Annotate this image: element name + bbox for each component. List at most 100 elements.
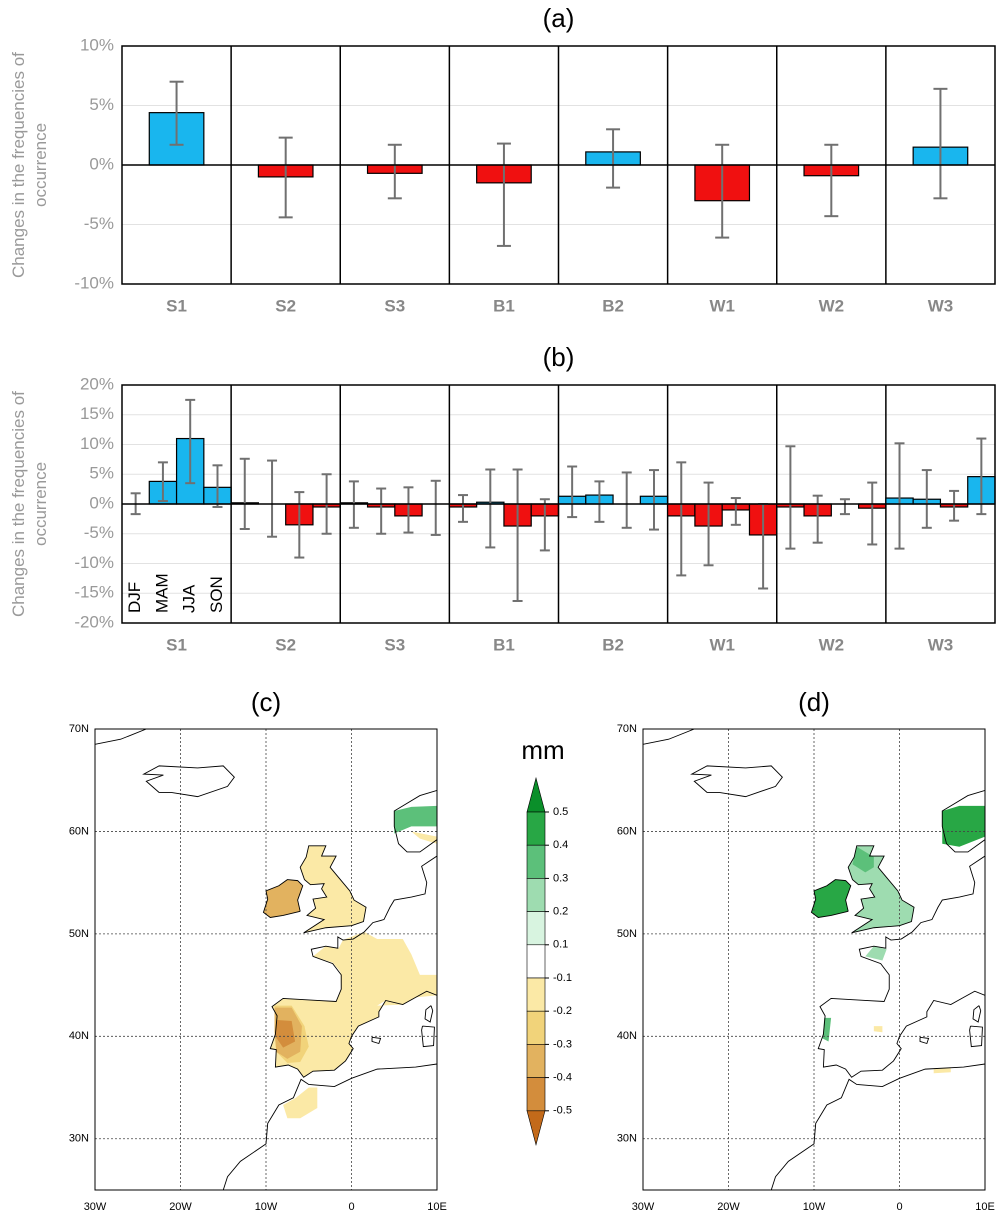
error-bar [976,437,987,516]
plot-frame [121,45,996,285]
shading [394,805,437,834]
x-tick-label: W2 [819,635,845,654]
coastline [770,1063,985,1190]
colorbar-tick-label: 0.2 [553,906,568,918]
y-tick-label: 15% [80,404,114,423]
error-bar [715,143,730,239]
x-tick-label: B2 [602,296,624,315]
y-tick-label: -10% [74,553,114,572]
season-label: SON [207,576,226,613]
coastline [262,879,304,918]
y-tick-label: 30N [69,1133,89,1145]
error-bar [839,498,850,516]
colorbar-tick-label: -0.5 [553,1105,572,1117]
error-bar [933,87,948,200]
y-tick-label: 70N [617,723,637,735]
error-bar [376,487,387,535]
coastline [919,1036,930,1045]
shading [933,1068,951,1074]
error-bar [867,481,878,546]
shading [865,946,887,961]
y-tick-label: 5% [89,464,114,483]
x-tick-label: W3 [928,296,954,315]
season-label: DJF [125,582,144,613]
error-bar [458,494,469,523]
y-tick-label: 60N [69,825,89,837]
error-bar [676,461,687,577]
x-tick-label: S3 [384,635,405,654]
x-tick-label: S2 [275,635,296,654]
error-bar [949,489,960,522]
error-bar [730,497,741,526]
coastline [972,1005,982,1023]
colorbar-tick-label: -0.3 [553,1038,572,1050]
colorbar-cell [526,911,546,946]
error-bar [567,465,578,519]
y-tick-label: 70N [69,723,89,735]
y-tick-label: 0% [89,493,114,512]
colorbar-cell [526,1110,546,1146]
y-tick-label: -10% [74,273,114,292]
colorbar-tick-label: 0.3 [553,872,568,884]
colorbar-cell [526,977,546,1012]
y-tick-label: 0% [89,154,114,173]
colorbar-cell [526,776,546,813]
colorbar-cell [526,1044,546,1078]
season-label: MAM [152,573,171,613]
error-bar [621,471,632,529]
x-tick-label: W3 [928,635,954,654]
coastline [142,765,235,798]
y-tick-label: 10% [80,35,114,54]
x-tick-label: 10E [975,1201,995,1213]
coastline [817,855,985,1078]
chart-title: (d) [798,687,830,717]
y-axis-label: Changes in the frequencies of occurrence [9,52,50,278]
colorbar-cell [526,844,546,879]
error-bar [485,468,496,549]
x-tick-label: 0 [348,1201,354,1213]
error-bar [403,486,414,534]
y-tick-label: 30N [617,1133,637,1145]
coastline [969,1025,983,1048]
colorbar-cell [526,811,546,846]
y-tick-label: 50N [617,928,637,940]
error-bar [267,459,278,538]
y-tick-label: 5% [89,95,114,114]
shading [283,1087,318,1119]
error-bar [430,479,441,536]
error-bar [703,481,714,567]
error-bar [294,491,305,559]
y-tick-label: -20% [74,612,114,631]
coastline [269,855,437,1078]
x-tick-label: 10W [255,1201,278,1213]
error-bar [921,469,932,529]
colorbar-tick-label: 0.1 [553,939,568,951]
x-tick-label: W2 [819,296,845,315]
y-tick-label: -5% [84,523,114,542]
error-bar [594,480,605,523]
season-label: JJA [180,584,199,613]
error-bar [278,136,293,219]
x-tick-label: S3 [384,296,405,315]
colorbar-tick-label: -0.2 [553,1005,572,1017]
shading [873,1026,883,1033]
colorbar-tick-label: 0.5 [553,806,568,818]
y-tick-label: 40N [69,1030,89,1042]
shading [942,805,985,847]
y-tick-label: 10% [80,434,114,453]
coastline [690,765,783,798]
x-tick-label: B1 [493,296,515,315]
error-bar [606,128,621,189]
y-tick-label: -15% [74,583,114,602]
colorbar-tick-label: -0.1 [553,972,572,984]
coastline [371,1036,382,1045]
error-bar [539,498,550,552]
shading [263,879,303,918]
x-tick-label: W1 [709,296,735,315]
colorbar-tick-label: 0.4 [553,839,568,851]
plot-frame [121,384,996,624]
shading [852,846,874,873]
coastline [95,729,147,745]
